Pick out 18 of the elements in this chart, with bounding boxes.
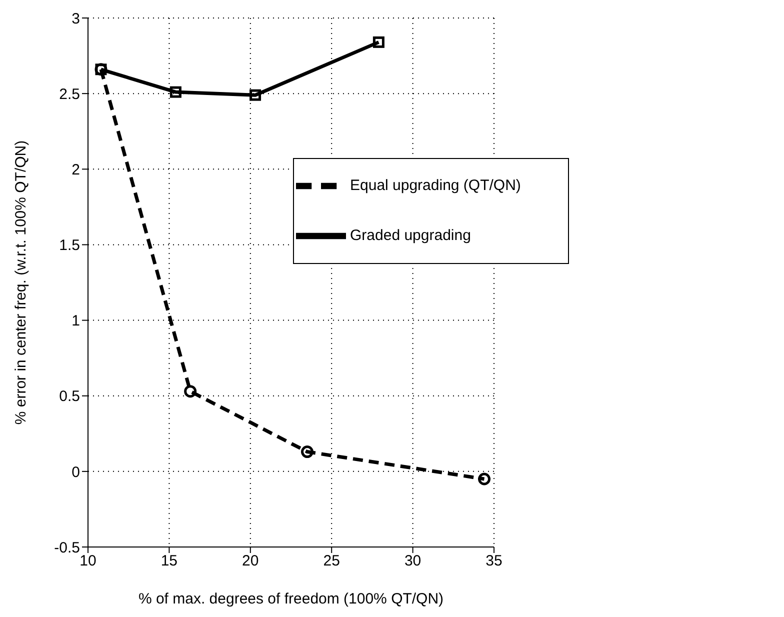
y-tick-label: 2 — [72, 161, 80, 178]
y-tick-label: -0.5 — [54, 539, 80, 556]
legend-label: Graded upgrading — [350, 227, 471, 244]
x-tick-label: 10 — [80, 552, 96, 570]
legend-label: Equal upgrading (QT/QN) — [350, 177, 521, 194]
y-tick-label: 1.5 — [59, 237, 80, 254]
x-tick-label: 30 — [404, 552, 422, 570]
x-tick-label: 15 — [160, 552, 178, 570]
x-tick-label: 35 — [486, 552, 502, 570]
y-tick-label: 3 — [72, 10, 80, 28]
y-tick-label: 0.5 — [59, 388, 80, 406]
x-tick-label: 20 — [242, 552, 259, 570]
y-tick-label: 2.5 — [59, 86, 80, 103]
x-axis-title: % of max. degrees of freedom (100% QT/QN) — [138, 590, 444, 608]
y-axis-title: % error in center freq. (w.r.t. 100% QT/QN) — [12, 140, 30, 425]
x-tick-label: 25 — [323, 552, 340, 570]
y-tick-label: 1 — [72, 312, 80, 330]
y-tick-label: 0 — [72, 464, 80, 481]
